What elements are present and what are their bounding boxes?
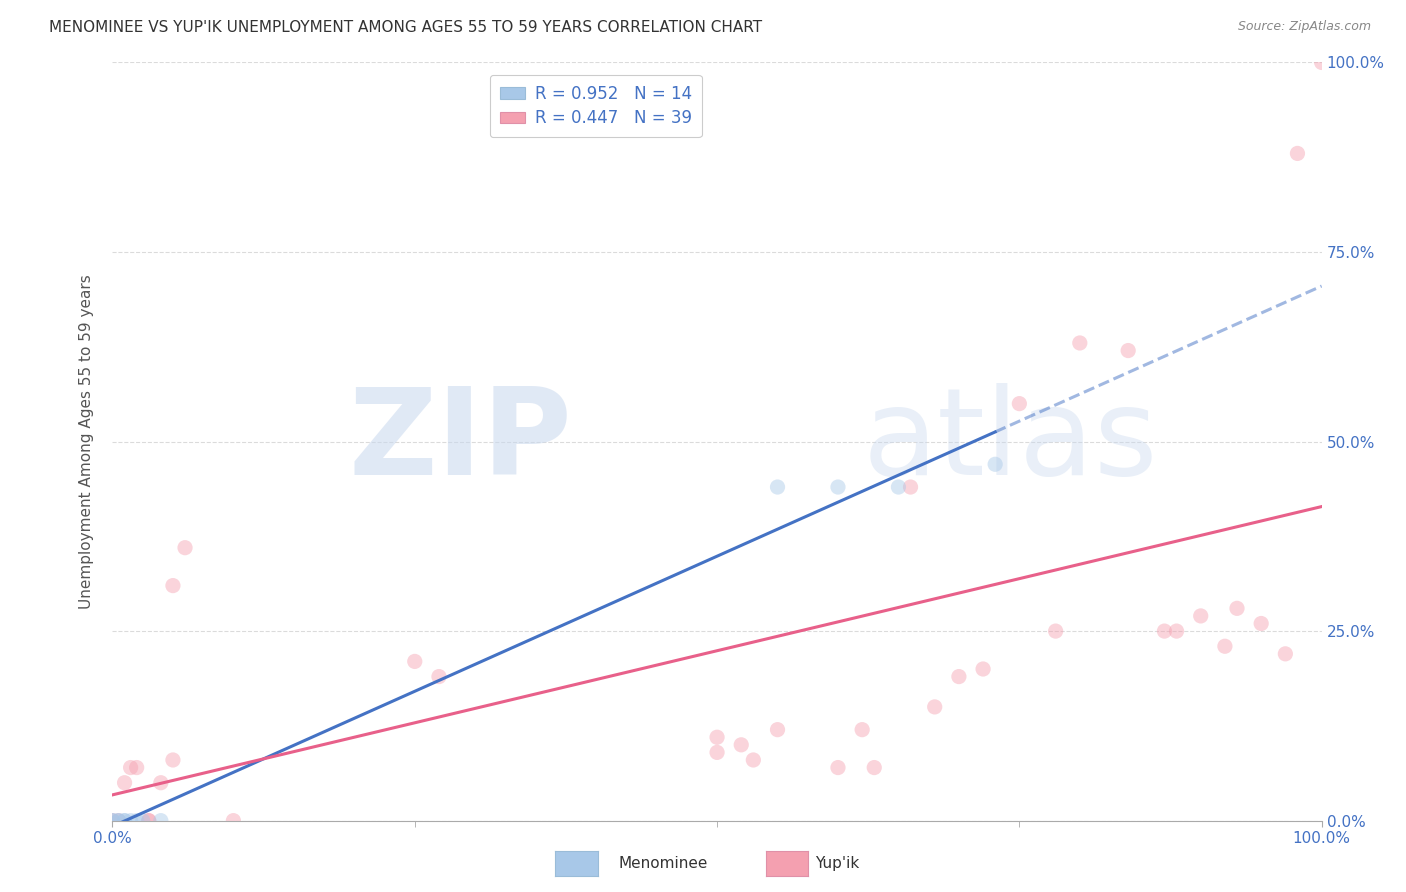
Text: Yup'ik: Yup'ik	[815, 856, 859, 871]
Point	[706, 730, 728, 744]
Point	[125, 814, 148, 828]
Point	[138, 814, 160, 828]
Point	[863, 760, 886, 774]
Point	[404, 655, 426, 669]
Point	[125, 760, 148, 774]
Point	[138, 814, 160, 828]
Point	[1045, 624, 1067, 639]
Point	[1008, 396, 1031, 410]
Point	[1189, 608, 1212, 623]
Point	[107, 814, 129, 828]
Point	[114, 814, 136, 828]
Point	[1153, 624, 1175, 639]
Point	[132, 814, 155, 828]
Point	[149, 814, 172, 828]
Point	[162, 579, 184, 593]
Point	[1310, 55, 1333, 70]
Point	[107, 814, 129, 828]
Text: MENOMINEE VS YUP'IK UNEMPLOYMENT AMONG AGES 55 TO 59 YEARS CORRELATION CHART: MENOMINEE VS YUP'IK UNEMPLOYMENT AMONG A…	[49, 20, 762, 35]
Point	[149, 776, 172, 790]
Point	[730, 738, 752, 752]
Point	[114, 814, 136, 828]
Point	[101, 814, 124, 828]
Point	[851, 723, 873, 737]
Text: Source: ZipAtlas.com: Source: ZipAtlas.com	[1237, 20, 1371, 33]
Point	[1274, 647, 1296, 661]
Text: atlas: atlas	[862, 383, 1157, 500]
Point	[1069, 335, 1091, 350]
Point	[972, 662, 994, 676]
Point	[1213, 639, 1236, 653]
Text: ZIP: ZIP	[349, 383, 572, 500]
Y-axis label: Unemployment Among Ages 55 to 59 years: Unemployment Among Ages 55 to 59 years	[79, 274, 94, 609]
Point	[948, 669, 970, 683]
Point	[827, 480, 849, 494]
Point	[1166, 624, 1188, 639]
Point	[101, 814, 124, 828]
Point	[427, 669, 450, 683]
Point	[174, 541, 197, 555]
Point	[742, 753, 765, 767]
Point	[706, 746, 728, 760]
Point	[924, 699, 946, 714]
Point	[120, 814, 142, 828]
Point	[766, 723, 789, 737]
Point	[114, 776, 136, 790]
Point	[107, 814, 129, 828]
Point	[101, 814, 124, 828]
Point	[827, 760, 849, 774]
Point	[162, 753, 184, 767]
Point	[222, 814, 245, 828]
Point	[1226, 601, 1249, 615]
Point	[1116, 343, 1139, 358]
Point	[887, 480, 910, 494]
Legend: R = 0.952   N = 14, R = 0.447   N = 39: R = 0.952 N = 14, R = 0.447 N = 39	[489, 75, 702, 137]
Point	[984, 458, 1007, 472]
Point	[900, 480, 922, 494]
Text: Menominee: Menominee	[619, 856, 709, 871]
Point	[1250, 616, 1272, 631]
Point	[1286, 146, 1309, 161]
Point	[766, 480, 789, 494]
Point	[120, 760, 142, 774]
